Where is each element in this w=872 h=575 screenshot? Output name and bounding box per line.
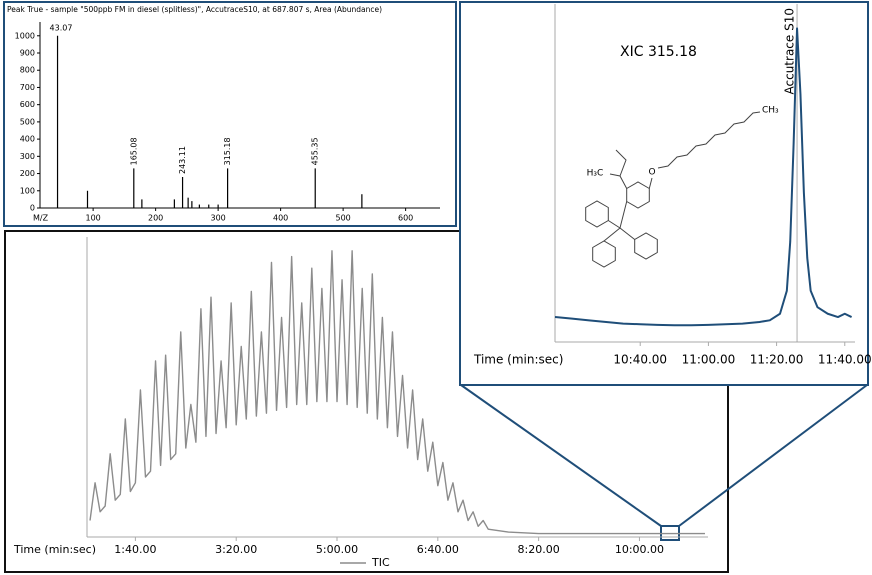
y-tick-label: 500 [20, 117, 35, 126]
chain [657, 111, 761, 169]
y-tick-label: 800 [20, 66, 35, 75]
y-tick-label: 300 [20, 152, 35, 161]
xic-line [554, 27, 853, 327]
ms-panel [3, 1, 457, 227]
annotation-label: Accutrace S10 [783, 8, 797, 94]
x-tick-label: 1:40.00 [114, 543, 156, 556]
x-tick-label: 300 [210, 214, 225, 223]
y-tick-label: 400 [20, 135, 35, 144]
peak-label: 315.18 [223, 137, 232, 165]
x-tick-label: 100 [85, 214, 100, 223]
y-tick-label: 0 [30, 204, 35, 213]
peak-label: 43.07 [50, 23, 73, 32]
x-tick-label: 11:20.00 [750, 353, 804, 367]
bond [615, 149, 627, 177]
x-axis-label: M/Z [33, 214, 49, 223]
peak-label: 455.35 [311, 137, 320, 165]
y-tick-label: 700 [20, 83, 35, 92]
peak-label: 243.11 [178, 146, 187, 174]
x-tick-label: 3:20.00 [215, 543, 257, 556]
atom-label: H₃C [587, 169, 604, 179]
x-tick-label: 200 [148, 214, 163, 223]
x-tick-label: 6:40.00 [417, 543, 459, 556]
x-tick-label: 10:40.00 [613, 353, 667, 367]
molecule [585, 111, 761, 268]
x-axis-label: Time (min:sec) [473, 353, 563, 367]
y-tick-label: 600 [20, 100, 35, 109]
y-tick-label: 100 [20, 186, 35, 195]
chart-title: XIC 315.18 [620, 44, 697, 60]
atom-label: O [648, 168, 655, 178]
legend-label: TIC [371, 556, 390, 569]
y-tick-label: 1000 [15, 31, 35, 40]
x-tick-label: 400 [273, 214, 288, 223]
x-axis-label: Time (min:sec) [13, 543, 96, 556]
bond [648, 177, 653, 189]
atom-label: CH₃ [762, 106, 779, 116]
x-tick-label: 5:00.00 [316, 543, 358, 556]
y-tick-label: 900 [20, 49, 35, 58]
chart-title: Peak True - sample "500ppb FM in diesel … [7, 5, 382, 14]
x-tick-label: 600 [398, 214, 413, 223]
bond [603, 227, 621, 242]
x-tick-label: 500 [335, 214, 350, 223]
x-tick-label: 10:00.00 [615, 543, 664, 556]
zoom-line [460, 384, 662, 527]
x-tick-label: 8:20.00 [518, 543, 560, 556]
zoom-line [678, 384, 868, 527]
xic-panel [459, 1, 869, 386]
bond [619, 227, 636, 240]
peak-label: 165.08 [129, 137, 138, 165]
y-tick-label: 200 [20, 169, 35, 178]
x-tick-label: 11:00.00 [682, 353, 736, 367]
x-tick-label: 11:40.00 [818, 353, 872, 367]
series-line [89, 250, 705, 535]
